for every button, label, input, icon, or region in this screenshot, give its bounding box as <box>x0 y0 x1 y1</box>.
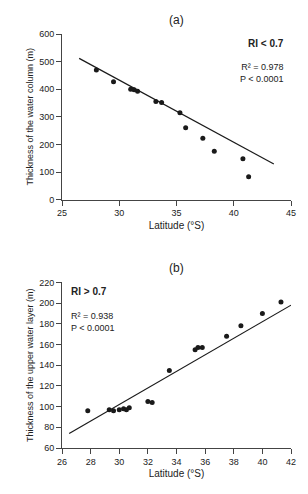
svg-text:RI < 0.7: RI < 0.7 <box>248 38 284 49</box>
svg-text:600: 600 <box>39 29 54 39</box>
svg-text:36: 36 <box>200 457 210 467</box>
svg-text:35: 35 <box>171 208 181 218</box>
svg-text:180: 180 <box>39 319 54 329</box>
svg-text:0: 0 <box>49 195 54 205</box>
svg-text:28: 28 <box>86 457 96 467</box>
svg-text:40: 40 <box>257 457 267 467</box>
svg-text:60: 60 <box>44 443 54 453</box>
svg-text:32: 32 <box>143 457 153 467</box>
svg-text:45: 45 <box>286 208 296 218</box>
svg-text:220: 220 <box>39 278 54 288</box>
svg-text:160: 160 <box>39 340 54 350</box>
svg-text:100: 100 <box>39 167 54 177</box>
svg-text:25: 25 <box>57 208 67 218</box>
svg-text:34: 34 <box>171 457 181 467</box>
svg-text:400: 400 <box>39 84 54 94</box>
svg-text:Thickness of the upper water l: Thickness of the upper water layer (m) <box>25 288 35 442</box>
svg-text:40: 40 <box>229 208 239 218</box>
svg-text:(a): (a) <box>169 13 184 27</box>
svg-text:120: 120 <box>39 381 54 391</box>
svg-text:42: 42 <box>286 457 296 467</box>
svg-text:R² = 0.938P < 0.0001: R² = 0.938P < 0.0001 <box>71 311 115 333</box>
svg-text:38: 38 <box>229 457 239 467</box>
svg-text:80: 80 <box>44 422 54 432</box>
svg-text:R² = 0.978P < 0.0001: R² = 0.978P < 0.0001 <box>240 62 284 84</box>
svg-text:30: 30 <box>114 457 124 467</box>
svg-text:100: 100 <box>39 402 54 412</box>
svg-text:26: 26 <box>57 457 67 467</box>
svg-text:RI > 0.7: RI > 0.7 <box>71 286 107 297</box>
svg-text:Latitude (°S): Latitude (°S) <box>149 468 205 479</box>
svg-text:200: 200 <box>39 140 54 150</box>
svg-text:Latitude (°S): Latitude (°S) <box>149 220 205 231</box>
svg-text:300: 300 <box>39 112 54 122</box>
svg-text:500: 500 <box>39 57 54 67</box>
svg-text:200: 200 <box>39 298 54 308</box>
svg-text:140: 140 <box>39 360 54 370</box>
svg-text:(b): (b) <box>169 261 184 275</box>
svg-text:Thickness of the water column: Thickness of the water column (m) <box>25 48 35 186</box>
svg-text:30: 30 <box>114 208 124 218</box>
